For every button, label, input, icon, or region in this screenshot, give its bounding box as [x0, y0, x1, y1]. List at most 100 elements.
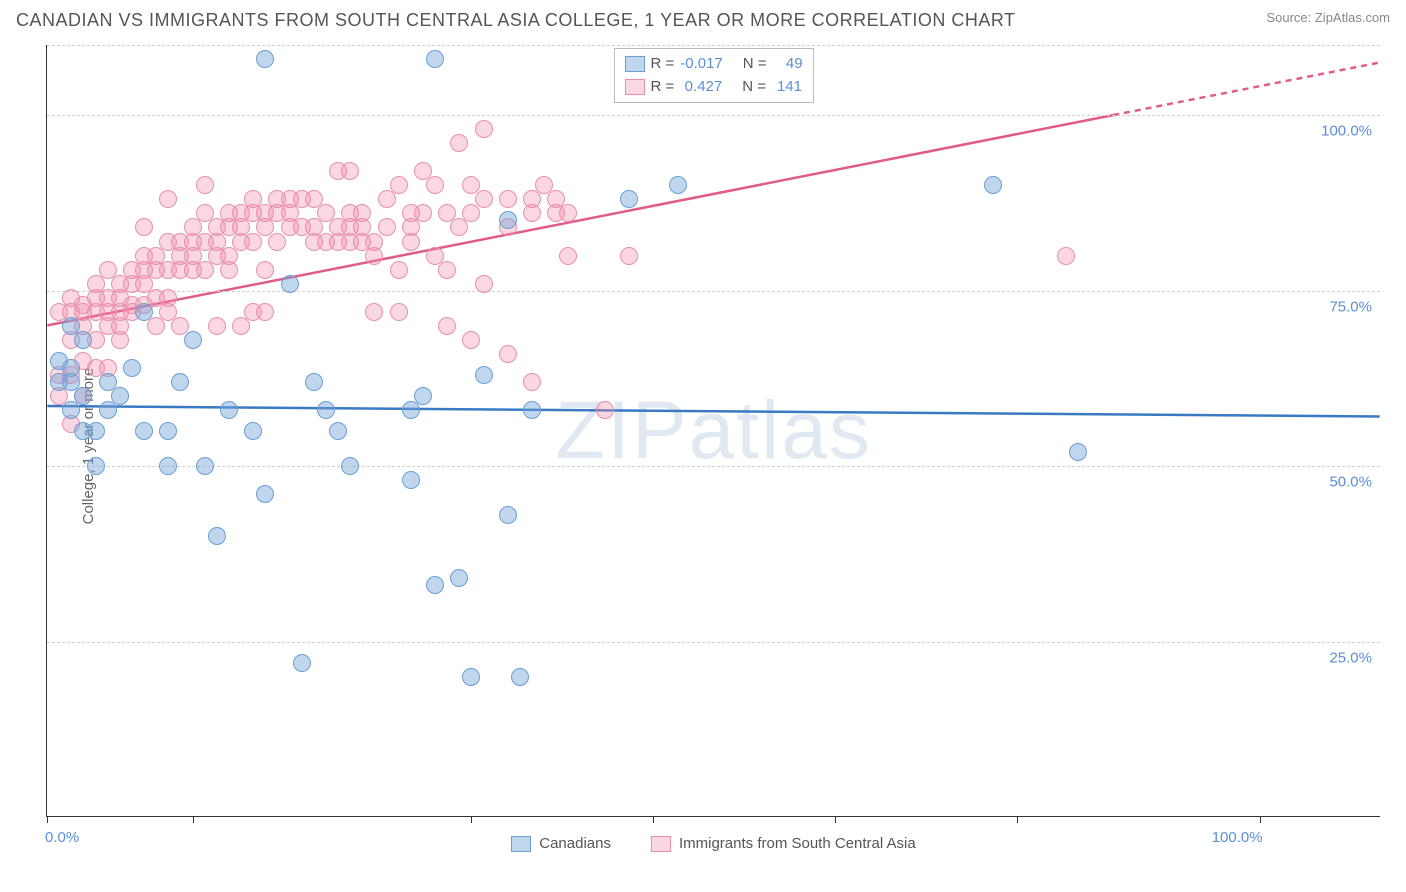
scatter-point-canadians [244, 422, 262, 440]
scatter-point-canadians [50, 373, 68, 391]
x-tick [193, 816, 194, 823]
scatter-point-immigrants [475, 275, 493, 293]
grid-line [47, 466, 1380, 467]
scatter-point-immigrants [256, 303, 274, 321]
y-tick-label: 50.0% [1329, 474, 1372, 491]
x-tick-label: 100.0% [1212, 829, 1263, 846]
r-label: R = [650, 53, 674, 76]
x-tick [47, 816, 48, 823]
scatter-point-canadians [87, 422, 105, 440]
r-value-1: -0.017 [680, 53, 723, 76]
scatter-point-immigrants [365, 247, 383, 265]
series-legend: Canadians Immigrants from South Central … [47, 835, 1380, 852]
scatter-point-canadians [111, 387, 129, 405]
scatter-point-immigrants [438, 317, 456, 335]
scatter-point-immigrants [450, 134, 468, 152]
grid-line [47, 45, 1380, 46]
x-tick [1260, 816, 1261, 823]
r-value-2: 0.427 [680, 76, 722, 99]
scatter-point-canadians [159, 457, 177, 475]
legend-row-2: R = 0.427 N = 141 [624, 76, 802, 99]
scatter-point-immigrants [475, 190, 493, 208]
scatter-point-immigrants [499, 345, 517, 363]
chart-plot-area: ZIPatlas R = -0.017 N = 49 R = 0.427 N =… [46, 45, 1380, 817]
legend-swatch-blue [624, 56, 644, 72]
scatter-point-canadians [462, 668, 480, 686]
scatter-point-immigrants [1057, 247, 1075, 265]
scatter-point-immigrants [450, 218, 468, 236]
correlation-legend-box: R = -0.017 N = 49 R = 0.427 N = 141 [613, 48, 813, 103]
scatter-point-canadians [1069, 443, 1087, 461]
scatter-point-immigrants [523, 190, 541, 208]
scatter-point-canadians [305, 373, 323, 391]
x-tick [653, 816, 654, 823]
legend-row-1: R = -0.017 N = 49 [624, 53, 802, 76]
scatter-point-immigrants [559, 204, 577, 222]
scatter-point-canadians [74, 387, 92, 405]
n-label-2: N = [742, 76, 766, 99]
scatter-point-immigrants [402, 233, 420, 251]
scatter-point-canadians [984, 176, 1002, 194]
chart-title: CANADIAN VS IMMIGRANTS FROM SOUTH CENTRA… [16, 10, 1016, 31]
legend-swatch-immigrants [651, 836, 671, 852]
grid-line [47, 642, 1380, 643]
n-value-1: 49 [773, 53, 803, 76]
scatter-point-canadians [341, 457, 359, 475]
scatter-point-canadians [499, 211, 517, 229]
scatter-point-canadians [184, 331, 202, 349]
scatter-point-canadians [475, 366, 493, 384]
scatter-point-immigrants [596, 401, 614, 419]
y-tick-label: 25.0% [1329, 649, 1372, 666]
scatter-point-canadians [523, 401, 541, 419]
scatter-point-canadians [99, 373, 117, 391]
scatter-point-immigrants [462, 204, 480, 222]
scatter-point-canadians [208, 527, 226, 545]
scatter-point-immigrants [620, 247, 638, 265]
scatter-point-immigrants [438, 261, 456, 279]
x-tick [1017, 816, 1018, 823]
scatter-point-immigrants [220, 261, 238, 279]
series-legend-item-1: Canadians [511, 835, 611, 852]
scatter-point-immigrants [390, 176, 408, 194]
scatter-point-canadians [159, 422, 177, 440]
scatter-point-canadians [669, 176, 687, 194]
x-tick [835, 816, 836, 823]
r-label-2: R = [650, 76, 674, 99]
scatter-point-immigrants [268, 233, 286, 251]
scatter-point-immigrants [499, 190, 517, 208]
scatter-point-immigrants [353, 204, 371, 222]
scatter-point-immigrants [159, 190, 177, 208]
scatter-point-canadians [135, 303, 153, 321]
scatter-point-immigrants [208, 317, 226, 335]
scatter-point-immigrants [426, 176, 444, 194]
legend-swatch-canadians [511, 836, 531, 852]
scatter-point-immigrants [390, 261, 408, 279]
legend-swatch-pink [624, 79, 644, 95]
scatter-point-immigrants [390, 303, 408, 321]
scatter-point-immigrants [414, 204, 432, 222]
scatter-point-immigrants [147, 317, 165, 335]
scatter-point-canadians [414, 387, 432, 405]
scatter-point-canadians [50, 352, 68, 370]
scatter-point-canadians [317, 401, 335, 419]
scatter-point-canadians [196, 457, 214, 475]
series-legend-item-2: Immigrants from South Central Asia [651, 835, 916, 852]
grid-line [47, 115, 1380, 116]
watermark: ZIPatlas [555, 384, 872, 478]
scatter-point-canadians [123, 359, 141, 377]
grid-line [47, 291, 1380, 292]
scatter-point-canadians [499, 506, 517, 524]
source-text: Source: ZipAtlas.com [1266, 10, 1390, 25]
scatter-point-canadians [62, 317, 80, 335]
scatter-point-canadians [402, 471, 420, 489]
scatter-point-immigrants [232, 317, 250, 335]
y-tick-label: 100.0% [1321, 123, 1372, 140]
scatter-point-immigrants [196, 261, 214, 279]
scatter-point-immigrants [559, 247, 577, 265]
scatter-point-immigrants [378, 190, 396, 208]
scatter-point-canadians [426, 576, 444, 594]
scatter-point-canadians [620, 190, 638, 208]
series-1-label: Canadians [539, 835, 611, 852]
n-value-2: 141 [772, 76, 802, 99]
scatter-point-canadians [426, 50, 444, 68]
